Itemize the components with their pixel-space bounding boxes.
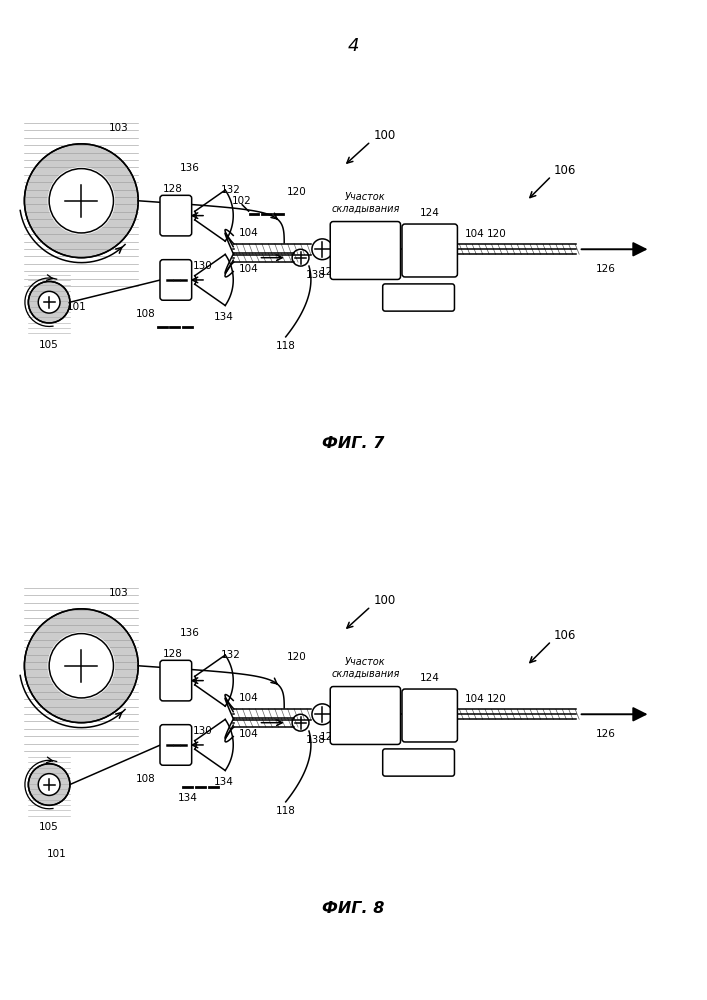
Text: 102: 102 xyxy=(232,196,252,206)
Text: 105: 105 xyxy=(39,822,59,832)
Text: 120: 120 xyxy=(486,694,506,704)
Circle shape xyxy=(47,167,115,235)
Text: 106: 106 xyxy=(554,164,576,177)
Text: 122: 122 xyxy=(320,267,340,277)
FancyBboxPatch shape xyxy=(160,660,192,701)
Text: 104: 104 xyxy=(239,264,259,274)
Text: 101: 101 xyxy=(47,849,66,859)
FancyBboxPatch shape xyxy=(160,260,192,300)
Text: 104: 104 xyxy=(464,694,484,704)
Text: ФИГ. 7: ФИГ. 7 xyxy=(322,436,385,451)
Text: 128: 128 xyxy=(163,184,183,194)
Text: 103: 103 xyxy=(108,123,128,133)
Text: 128: 128 xyxy=(163,649,183,659)
Text: Участок
складывания: Участок складывания xyxy=(331,192,399,214)
FancyBboxPatch shape xyxy=(382,284,455,311)
Text: Соединитель: Соединитель xyxy=(385,758,452,768)
FancyBboxPatch shape xyxy=(330,222,400,279)
Text: 100: 100 xyxy=(373,129,395,142)
FancyBboxPatch shape xyxy=(382,749,455,776)
Text: 126: 126 xyxy=(596,264,616,274)
FancyBboxPatch shape xyxy=(160,725,192,765)
Text: 138: 138 xyxy=(305,270,325,280)
Text: 103: 103 xyxy=(108,588,128,598)
Text: 108: 108 xyxy=(136,774,156,784)
Text: 120: 120 xyxy=(286,652,306,662)
Text: 101: 101 xyxy=(66,302,86,312)
Text: 130: 130 xyxy=(192,261,212,271)
Text: ФИГ. 8: ФИГ. 8 xyxy=(322,901,385,916)
Text: 4: 4 xyxy=(348,37,359,55)
Text: 126: 126 xyxy=(596,729,616,739)
Circle shape xyxy=(28,281,70,323)
FancyBboxPatch shape xyxy=(402,224,457,277)
Text: 124: 124 xyxy=(420,673,440,683)
Text: 122: 122 xyxy=(320,732,340,742)
Text: 134: 134 xyxy=(214,312,233,322)
Circle shape xyxy=(24,609,138,723)
Text: 104: 104 xyxy=(464,229,484,239)
Text: 132: 132 xyxy=(221,185,241,195)
Circle shape xyxy=(24,144,138,258)
Circle shape xyxy=(28,764,70,805)
Text: 120: 120 xyxy=(286,187,306,197)
Circle shape xyxy=(37,291,61,314)
Text: 100: 100 xyxy=(373,594,395,607)
Text: 118: 118 xyxy=(276,341,296,351)
Text: 108: 108 xyxy=(136,309,156,319)
Text: 134: 134 xyxy=(214,777,233,787)
FancyBboxPatch shape xyxy=(160,195,192,236)
Text: 105: 105 xyxy=(39,340,59,350)
Text: 134: 134 xyxy=(177,793,198,803)
Text: 104: 104 xyxy=(239,228,259,238)
Text: Соединитель: Соединитель xyxy=(385,293,452,303)
Text: 104: 104 xyxy=(239,729,259,739)
Text: 124: 124 xyxy=(420,208,440,218)
Text: Участок
складывания: Участок складывания xyxy=(331,657,399,679)
Text: 120: 120 xyxy=(486,229,506,239)
Text: 118: 118 xyxy=(276,806,296,816)
Text: 138: 138 xyxy=(305,735,325,745)
Circle shape xyxy=(47,632,115,700)
Text: 106: 106 xyxy=(554,629,576,642)
FancyBboxPatch shape xyxy=(330,687,400,744)
Text: 136: 136 xyxy=(180,163,200,173)
Text: 136: 136 xyxy=(180,628,200,638)
Text: 104: 104 xyxy=(239,693,259,703)
FancyBboxPatch shape xyxy=(402,689,457,742)
Circle shape xyxy=(37,773,61,796)
Text: 130: 130 xyxy=(192,726,212,736)
Text: 132: 132 xyxy=(221,650,241,660)
